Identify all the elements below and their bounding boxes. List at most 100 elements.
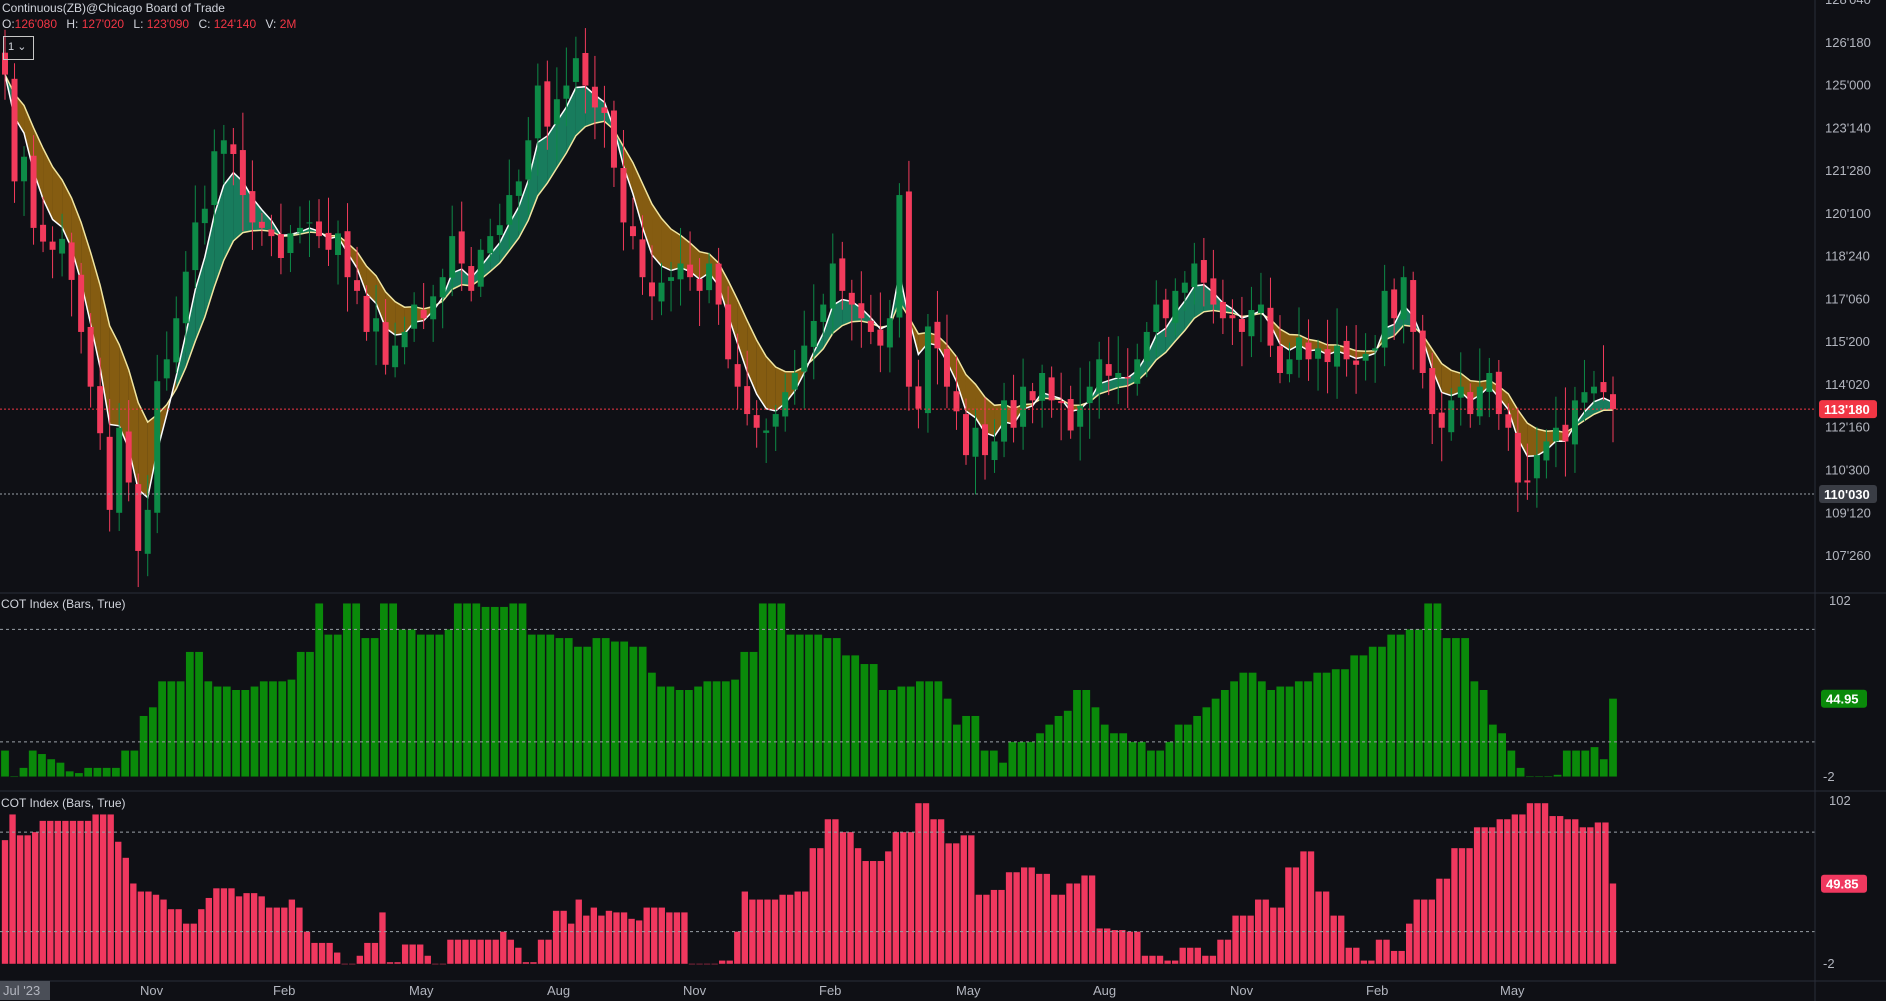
cot-bar [333, 634, 342, 777]
cot-bar [1, 840, 9, 964]
cot-bar [1073, 690, 1081, 777]
candle-body [97, 386, 104, 434]
candle-body [1096, 359, 1103, 392]
cot-bar [1581, 750, 1590, 777]
cot-bar [1609, 883, 1617, 964]
cot-bar [1255, 899, 1262, 964]
cot-bar [1481, 827, 1488, 964]
cot-bar [1209, 955, 1217, 964]
cot-bar [137, 891, 145, 964]
ma-ribbon-segment [24, 105, 34, 172]
candle-body [1476, 386, 1483, 417]
candle-body [296, 227, 303, 233]
cot-bar [1128, 741, 1137, 777]
candle-body [182, 271, 189, 324]
cot-bar [696, 963, 703, 965]
candle [839, 241, 846, 310]
candle [277, 203, 284, 275]
cot-bar [1516, 767, 1525, 777]
cot-bar [907, 832, 915, 964]
cot-bar [167, 681, 176, 777]
cot-bar [204, 681, 213, 777]
candle-body [125, 431, 132, 483]
candle [753, 400, 760, 448]
candle-body [277, 234, 284, 259]
high-value: 127'020 [81, 17, 125, 31]
cot-bar [1579, 827, 1586, 964]
cot-bar [635, 920, 643, 964]
cot-bar [1239, 915, 1247, 964]
candle [1343, 325, 1350, 377]
candle-body [801, 345, 808, 372]
cot-bar [537, 634, 545, 777]
cot-bar [500, 931, 507, 964]
cot-bar [1424, 603, 1433, 777]
cot-bar [1378, 646, 1386, 777]
candle [354, 246, 361, 305]
candle-body [820, 304, 827, 322]
candle-body [1124, 376, 1131, 379]
cot-bar [930, 819, 937, 964]
candle-body [1590, 386, 1597, 394]
close-value: 124'140 [213, 17, 257, 31]
cot-bar [213, 888, 220, 964]
cot-bar [1171, 960, 1179, 964]
ma-ribbon-segment [366, 266, 377, 304]
cot-bar [1008, 741, 1017, 777]
cot-bar [1415, 629, 1423, 777]
cot-bar [560, 910, 567, 964]
cot-bar [980, 750, 989, 777]
cot-bar [1405, 923, 1413, 964]
cot-bar [1111, 930, 1118, 964]
candle-body [972, 427, 979, 457]
cot-bar [1479, 690, 1488, 777]
cot-bar [24, 835, 31, 964]
cot-bar [47, 759, 56, 777]
candle [1048, 366, 1055, 418]
cot-bar [183, 923, 190, 964]
cot-bar [1341, 669, 1349, 777]
cot-bar [1350, 655, 1359, 777]
cot-bar [447, 939, 454, 964]
cot-bar [522, 962, 530, 964]
candle-body [1524, 480, 1531, 483]
cot-bar [167, 909, 175, 964]
cot-bar [389, 603, 398, 777]
candle [1020, 358, 1027, 450]
cot-bar [1193, 715, 1202, 777]
candle [1581, 359, 1588, 422]
candle-body [1400, 277, 1407, 320]
ma-ribbon-segment [128, 369, 139, 490]
cot-bar [112, 767, 120, 777]
cot1-last-badge-bg [1821, 689, 1867, 708]
cot-bar [1164, 960, 1171, 964]
cot-bar [444, 629, 453, 777]
cot-bar [1137, 741, 1146, 777]
cot-bar [953, 843, 960, 964]
ma-ribbon-segment [547, 121, 557, 184]
cot-bar [1119, 733, 1128, 777]
candle [610, 100, 617, 188]
ma-ribbon-segment [642, 183, 653, 255]
cot-bar [1156, 750, 1165, 777]
current-price-badge: 113'180 [1819, 400, 1877, 419]
cot2-last-badge-bg [1821, 874, 1867, 893]
candle-body [649, 282, 656, 297]
candle [1438, 392, 1445, 462]
candle [820, 293, 827, 337]
candle-body [1505, 414, 1512, 428]
cot-bar [574, 646, 582, 777]
cot-bar [1165, 741, 1174, 777]
price-tick-label: 110'300 [1825, 463, 1870, 478]
timeframe-selector[interactable]: 1 ⌄ [3, 36, 34, 60]
candle [344, 203, 351, 312]
candle-body [886, 318, 893, 348]
cot-bar [1383, 939, 1390, 964]
cot-bar [734, 931, 741, 964]
cot-bar [1262, 899, 1269, 964]
cot-bar [1270, 907, 1277, 964]
candle-body [1115, 372, 1122, 378]
cot-bar [851, 655, 860, 777]
volume-label: V: [265, 17, 277, 31]
